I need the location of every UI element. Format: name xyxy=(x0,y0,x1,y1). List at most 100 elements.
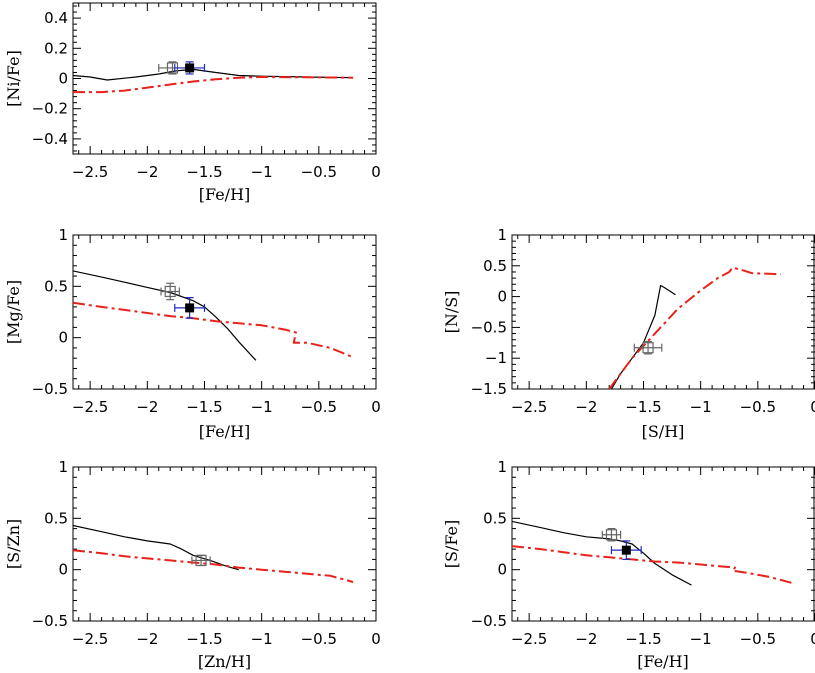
x-tick-label: 0 xyxy=(810,630,815,648)
y-tick-label: 0 xyxy=(58,329,68,347)
y-tick-label: 0.5 xyxy=(483,257,507,275)
y-tick-label: −0.5 xyxy=(32,612,68,630)
open-square-marker xyxy=(195,554,207,567)
x-tick-label: −1.5 xyxy=(625,398,661,416)
series-line-dashdot xyxy=(512,545,793,584)
y-axis-title: [S/Fe] xyxy=(442,520,461,569)
series-line-dashdot xyxy=(73,549,354,583)
series-line-dashdot xyxy=(73,76,354,94)
plot-frame xyxy=(72,466,377,622)
x-tick-label: −0.5 xyxy=(301,398,337,416)
x-tick-label: −1.5 xyxy=(625,630,661,648)
panel-nife: −2.5 −2 −1.5 −1 −0.5 0−0.4−0.200.20.4 [Fe/H] … xyxy=(4,2,381,204)
y-tick-label: −0.4 xyxy=(32,130,68,148)
series-group xyxy=(512,520,793,586)
x-tick-label: −2.5 xyxy=(511,398,547,416)
x-tick-label: −0.5 xyxy=(301,630,337,648)
points-group xyxy=(633,340,663,355)
y-tick-label: 1 xyxy=(58,226,68,244)
data-point-filled xyxy=(174,61,206,75)
x-tick-label: −2.5 xyxy=(72,630,108,648)
data-point-open xyxy=(160,282,180,301)
open-square-marker xyxy=(642,342,654,354)
series-line-dashdot xyxy=(73,301,354,359)
y-tick-label: 0.2 xyxy=(44,39,68,57)
plot-frame xyxy=(72,234,377,390)
x-tick-label: −1 xyxy=(690,398,712,416)
x-tick-label: −2 xyxy=(136,630,158,648)
x-axis-title: [Fe/H] xyxy=(637,652,689,671)
x-tick-label: 0 xyxy=(371,630,381,648)
points-group xyxy=(160,282,206,319)
y-tick-label: 1 xyxy=(58,458,68,476)
x-tick-label: −1.5 xyxy=(186,630,222,648)
panel-mgfe: −2.5 −2 −1.5 −1 −0.5 0 −0.5 0 0.5 1 [Fe/H] [Mg/Fe… xyxy=(4,226,381,441)
series-line-solid xyxy=(73,524,239,571)
x-axis-title: [Zn/H] xyxy=(198,652,251,671)
series-group xyxy=(73,524,354,583)
data-point-filled xyxy=(610,540,642,561)
x-tick-label: −1 xyxy=(251,630,273,648)
y-tick-label: −0.5 xyxy=(471,318,507,336)
x-tick-label: −0.5 xyxy=(740,630,776,648)
series-line-solid xyxy=(512,520,692,586)
x-axis-title: [S/H] xyxy=(642,422,685,441)
x-tick-label: −0.5 xyxy=(740,398,776,416)
x-tick-label: −1.5 xyxy=(186,398,222,416)
y-tick-label: 0 xyxy=(497,561,507,579)
x-tick-label: 0 xyxy=(810,398,815,416)
y-tick-label: −0.2 xyxy=(32,100,68,118)
y-tick-label: 0.5 xyxy=(44,509,68,527)
x-tick-label: −1 xyxy=(251,398,273,416)
x-tick-label: −2 xyxy=(136,398,158,416)
ticks: −2.5 −2 −1.5 −1 −0.5 0 −0.5 0 0.5 1 xyxy=(32,458,381,648)
plot-frame xyxy=(511,234,815,390)
filled-square-marker xyxy=(185,63,195,73)
x-tick-label: −1.5 xyxy=(186,163,222,181)
y-tick-label: 0.5 xyxy=(483,509,507,527)
x-tick-label: −2 xyxy=(575,398,597,416)
y-tick-label: −1.5 xyxy=(471,380,507,398)
y-tick-label: 0.5 xyxy=(44,277,68,295)
y-axis-title: [Mg/Fe] xyxy=(4,280,23,344)
panel-szn: −2.5 −2 −1.5 −1 −0.5 0 −0.5 0 0.5 1 [Zn/H] [S/Zn] xyxy=(4,458,381,671)
data-point-open xyxy=(601,527,622,542)
x-tick-label: −2 xyxy=(136,163,158,181)
points-group xyxy=(191,554,211,567)
x-tick-label: −2.5 xyxy=(72,163,108,181)
x-tick-label: −2.5 xyxy=(72,398,108,416)
y-tick-label: 0 xyxy=(497,288,507,306)
y-axis-title: [S/Zn] xyxy=(4,519,23,569)
panel-ns: −2.5 −2 −1.5 −1 −0.5 0 −1.5 −1 −0.5 0 0.5 1 [S/H] [… xyxy=(442,226,815,441)
filled-square-marker xyxy=(185,303,195,313)
ticks: −2.5 −2 −1.5 −1 −0.5 0 −0.5 0 0.5 1 xyxy=(32,226,381,416)
ticks: −2.5 −2 −1.5 −1 −0.5 0 −1.5 −1 −0.5 0 0.5 1 xyxy=(471,226,815,416)
points-group xyxy=(601,527,642,561)
points-group xyxy=(158,61,206,75)
y-tick-label: 0 xyxy=(58,70,68,88)
data-point-open xyxy=(633,340,663,355)
y-tick-label: −1 xyxy=(485,349,507,367)
series-line-dashdot xyxy=(608,266,781,389)
y-tick-label: −0.5 xyxy=(471,612,507,630)
ticks: −2.5 −2 −1.5 −1 −0.5 0 −0.5 0 0.5 1 xyxy=(471,458,815,648)
series-line-solid xyxy=(73,270,257,361)
series-line-solid xyxy=(610,284,676,389)
x-axis-title: [Fe/H] xyxy=(199,422,251,441)
y-tick-label: 0.4 xyxy=(44,9,68,27)
y-tick-label: 1 xyxy=(497,226,507,244)
x-tick-label: 0 xyxy=(371,398,381,416)
open-square-marker xyxy=(164,285,176,298)
series-group xyxy=(73,270,354,361)
data-point-filled xyxy=(174,297,206,319)
x-tick-label: −2 xyxy=(575,630,597,648)
y-tick-label: 0 xyxy=(58,561,68,579)
x-tick-label: −0.5 xyxy=(301,163,337,181)
open-square-marker xyxy=(605,529,618,541)
y-tick-label: 1 xyxy=(497,458,507,476)
y-axis-title: [N/S] xyxy=(442,291,461,334)
x-tick-label: −2.5 xyxy=(511,630,547,648)
plot-frame xyxy=(511,466,815,622)
panel-sfe: −2.5 −2 −1.5 −1 −0.5 0 −0.5 0 0.5 1 [Fe/H] [S/Fe] xyxy=(442,458,815,671)
